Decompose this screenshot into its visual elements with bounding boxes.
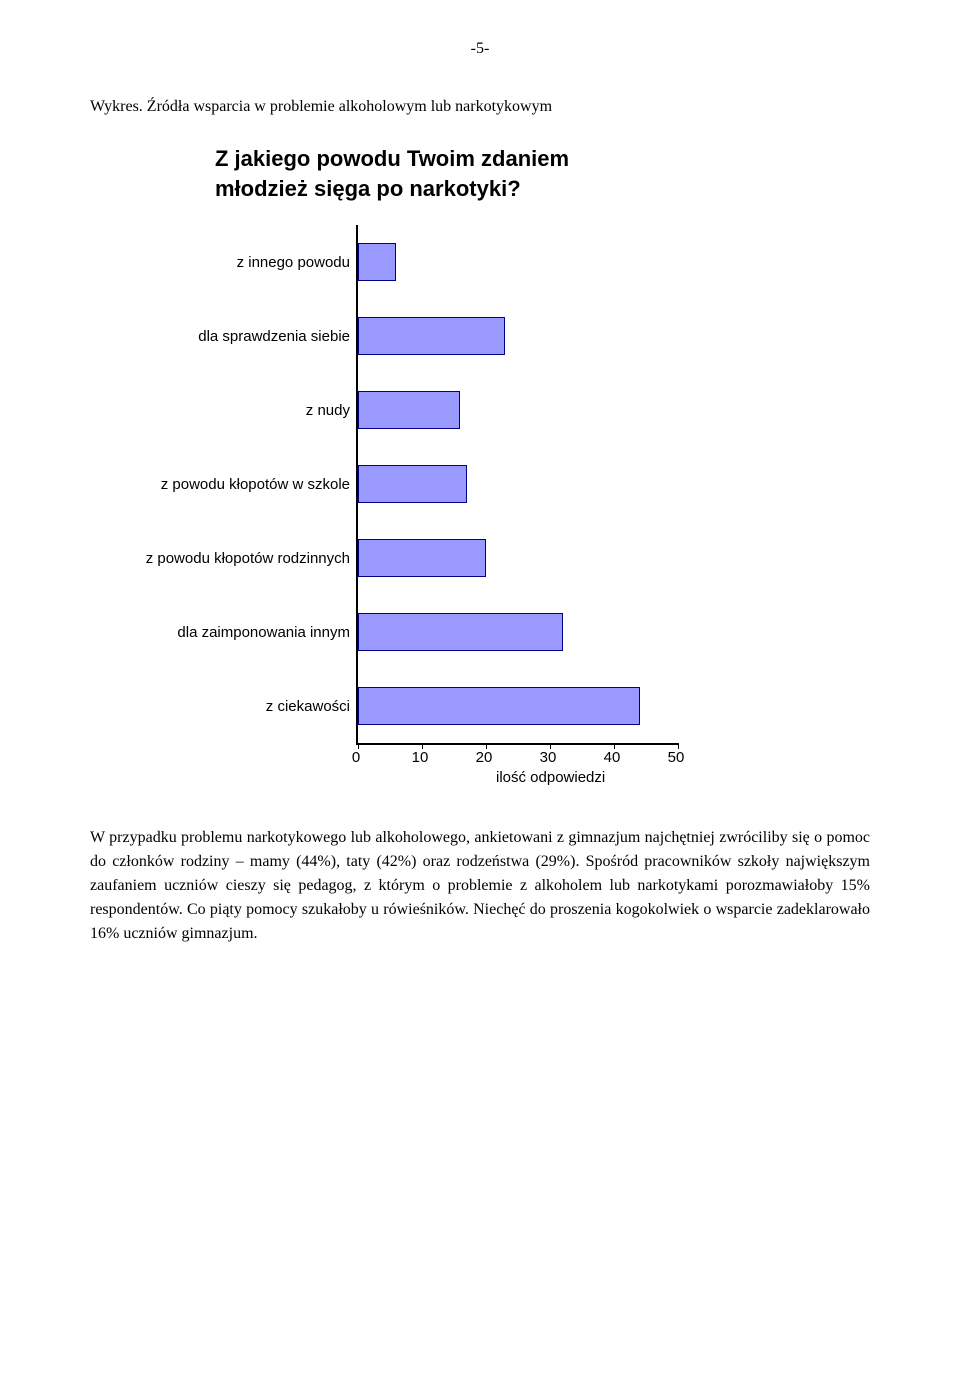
bar [358,243,396,281]
bar-row [358,465,467,503]
x-tick-label: 30 [540,749,557,766]
body-paragraph: W przypadku problemu narkotykowego lub a… [90,826,870,946]
bars-inner [356,225,678,745]
y-axis-label: z innego powodu [100,225,350,299]
bar [358,613,563,651]
y-axis-label: z nudy [100,373,350,447]
plot-area: z innego powodudla sprawdzenia siebiez n… [100,225,870,786]
bar [358,391,460,429]
y-axis-label: z powodu kłopotów rodzinnych [100,521,350,595]
page-number: -5- [90,40,870,58]
bar-row [358,391,460,429]
y-axis-label: dla zaimponowania innym [100,595,350,669]
x-axis-label: ilość odpowiedzi [496,769,678,786]
x-tick-label: 40 [604,749,621,766]
y-axis-label: z powodu kłopotów w szkole [100,447,350,521]
x-tick-label: 0 [352,749,360,766]
bar [358,687,640,725]
y-axis-label: dla sprawdzenia siebie [100,299,350,373]
bar [358,465,467,503]
y-axis-labels: z innego powodudla sprawdzenia siebiez n… [100,225,356,743]
chart-title-line2: młodzież sięga po narkotyki? [215,176,521,201]
bar-row [358,613,563,651]
bar-row [358,687,640,725]
bar-row [358,539,486,577]
bar-row [358,317,505,355]
x-tick-label: 10 [412,749,429,766]
bar-row [358,243,396,281]
bar [358,539,486,577]
x-tick-label: 20 [476,749,493,766]
bar-chart: Z jakiego powodu Twoim zdaniem młodzież … [100,144,870,786]
x-axis-ticks: 01020304050 [356,745,676,765]
x-tick-label: 50 [668,749,685,766]
figure-caption: Wykres. Źródła wsparcia w problemie alko… [90,98,870,116]
bar [358,317,505,355]
bars-container: 01020304050 ilość odpowiedzi [356,225,678,786]
y-axis-label: z ciekawości [100,669,350,743]
chart-title-line1: Z jakiego powodu Twoim zdaniem [215,146,569,171]
page: -5- Wykres. Źródła wsparcia w problemie … [0,0,960,1006]
chart-title: Z jakiego powodu Twoim zdaniem młodzież … [215,144,870,203]
